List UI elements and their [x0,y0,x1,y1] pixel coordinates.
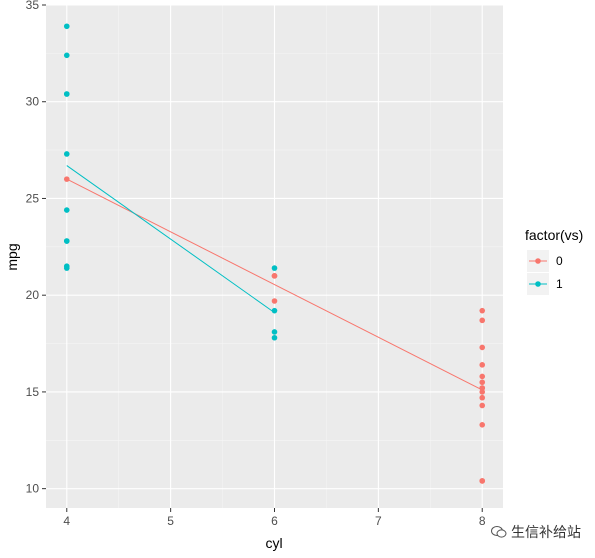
data-point-series-1 [271,334,278,341]
legend-label: 1 [556,277,563,291]
data-point-series-1 [63,91,70,97]
data-point-series-1 [63,23,70,30]
data-point-series-0 [479,394,486,401]
data-point-series-0 [479,317,486,324]
y-tick-label: 20 [26,288,40,302]
y-axis-ticks: 10 15 20 25 30 35 [26,0,46,496]
data-point-series-0 [479,373,486,380]
x-tick-label: 5 [167,514,174,528]
data-points [63,23,486,484]
data-point-series-0 [479,307,486,314]
data-point-series-0 [271,273,278,279]
data-point-series-1 [271,265,278,271]
data-point-series-1 [63,52,70,59]
legend: factor(vs) 0 1 [525,227,583,295]
data-point-series-1 [271,307,278,314]
y-tick-label: 15 [26,385,40,399]
legend-title: factor(vs) [525,227,583,243]
data-point-series-0 [479,379,486,386]
data-point-series-1 [63,207,70,213]
x-tick-label: 7 [375,514,382,528]
legend-key-point [535,258,541,264]
watermark: 生信补给站 [491,522,581,542]
data-point-series-1 [271,329,278,335]
data-point-series-0 [479,478,486,484]
y-tick-label: 25 [26,191,40,205]
legend-key-point [535,281,541,287]
fit-lines [66,165,483,391]
data-point-series-0 [479,402,486,409]
data-point-series-1 [63,265,70,271]
x-axis-ticks: 4 5 6 7 8 [63,508,486,528]
data-point-series-0 [479,362,486,368]
watermark-text: 生信补给站 [511,525,581,541]
x-tick-label: 8 [479,514,486,528]
y-tick-label: 10 [26,482,40,496]
y-axis-title: mpg [4,243,20,270]
y-tick-label: 30 [26,95,40,109]
x-axis-title: cyl [265,535,282,551]
legend-label: 0 [556,254,563,268]
data-point-series-0 [479,389,486,395]
data-point-series-1 [63,151,70,157]
y-tick-label: 35 [26,0,40,12]
data-point-series-0 [479,385,486,391]
data-point-series-0 [63,176,70,182]
data-point-series-0 [271,298,278,304]
data-point-series-1 [63,238,70,244]
major-gridlines [46,4,503,508]
data-point-series-0 [479,344,486,351]
data-point-series-0 [479,422,486,428]
wechat-icon [491,526,507,538]
x-tick-label: 4 [63,514,70,528]
x-tick-label: 6 [271,514,278,528]
fit-line-series-1 [66,165,275,314]
